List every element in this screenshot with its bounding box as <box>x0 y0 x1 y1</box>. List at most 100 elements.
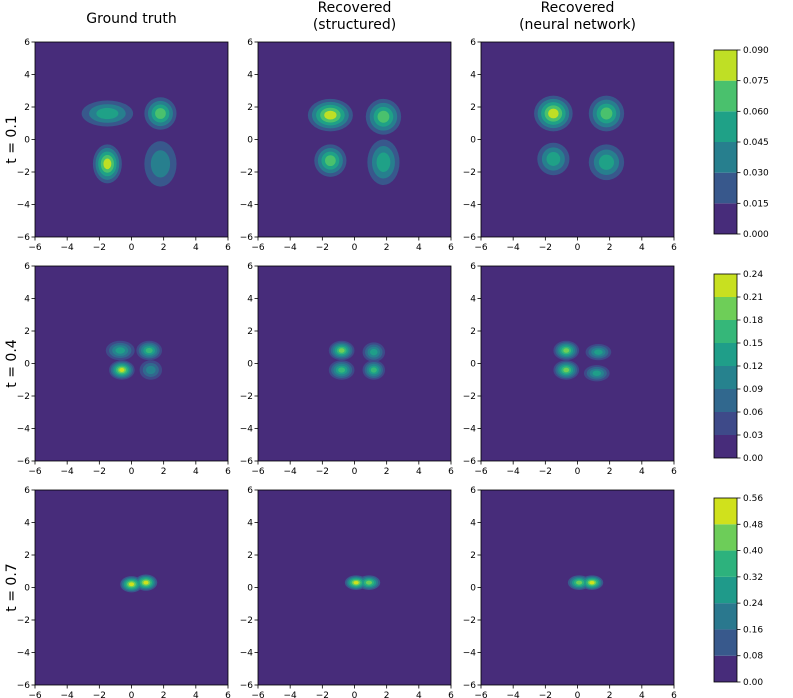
density-contour <box>370 348 378 356</box>
x-tick-label: 6 <box>671 243 677 253</box>
x-tick-label: 6 <box>448 243 454 253</box>
x-tick-label: 6 <box>671 467 677 477</box>
x-tick-label: −6 <box>251 691 265 698</box>
x-tick-label: −4 <box>61 691 75 698</box>
x-tick-label: −4 <box>507 691 521 698</box>
y-tick-label: 6 <box>247 38 253 48</box>
colorbar-band <box>714 111 737 142</box>
x-tick-label: 2 <box>161 467 167 477</box>
column-title: Ground truth <box>86 11 176 27</box>
y-tick-label: −2 <box>17 392 30 402</box>
column-title: (structured) <box>313 17 396 33</box>
x-tick-label: −4 <box>61 467 75 477</box>
x-tick-label: −6 <box>28 243 42 253</box>
y-tick-label: 0 <box>470 360 476 370</box>
x-tick-label: 4 <box>416 467 422 477</box>
y-tick-label: −4 <box>17 201 31 211</box>
y-tick-label: −4 <box>240 425 254 435</box>
row-label: t = 0.4 <box>4 339 20 387</box>
y-tick-label: 0 <box>247 584 253 594</box>
density-contour <box>353 580 359 585</box>
density-contour <box>324 110 337 120</box>
y-tick-label: −2 <box>463 616 476 626</box>
y-tick-label: 4 <box>247 71 253 81</box>
x-tick-label: 4 <box>193 243 199 253</box>
y-tick-label: 2 <box>247 103 253 113</box>
colorbar-band <box>714 172 737 204</box>
x-tick-label: −6 <box>28 691 42 698</box>
x-tick-label: −6 <box>474 243 488 253</box>
x-tick-label: −2 <box>539 691 552 698</box>
y-tick-label: −4 <box>17 425 31 435</box>
y-tick-label: 4 <box>24 71 30 81</box>
x-tick-label: 6 <box>448 691 454 698</box>
density-contour <box>365 580 373 585</box>
colorbar-band <box>714 80 737 112</box>
x-tick-label: 6 <box>225 243 231 253</box>
colorbar-tick-label: 0.090 <box>743 46 769 56</box>
colorbar-band <box>714 550 737 577</box>
x-tick-label: −4 <box>284 467 298 477</box>
x-tick-label: 0 <box>352 243 358 253</box>
panel-background <box>35 42 228 237</box>
colorbar-band <box>714 297 737 320</box>
density-contour <box>589 580 595 585</box>
colorbar-band <box>714 603 737 630</box>
density-contour <box>370 367 377 373</box>
density-contour <box>592 370 602 376</box>
colorbar-tick-label: 0.09 <box>743 385 763 395</box>
y-tick-label: 4 <box>470 295 476 305</box>
density-contour <box>377 110 390 123</box>
x-tick-label: −4 <box>507 243 521 253</box>
colorbar-band <box>714 320 737 343</box>
x-tick-label: 6 <box>671 691 677 698</box>
density-contour <box>563 367 570 373</box>
x-tick-label: 0 <box>575 691 581 698</box>
y-tick-label: 6 <box>24 486 30 496</box>
colorbar-band <box>714 366 737 389</box>
x-tick-label: 4 <box>193 467 199 477</box>
x-tick-label: −2 <box>539 467 552 477</box>
y-tick-label: 4 <box>247 295 253 305</box>
density-contour <box>96 107 119 120</box>
colorbar-band <box>714 412 737 435</box>
colorbar-tick-label: 0.12 <box>743 362 763 372</box>
y-tick-label: 2 <box>24 103 30 113</box>
colorbar-tick-label: 0.32 <box>743 573 763 583</box>
x-tick-label: 4 <box>639 467 645 477</box>
x-tick-label: 2 <box>384 691 390 698</box>
x-tick-label: 0 <box>575 243 581 253</box>
panel-background <box>35 266 228 461</box>
x-tick-label: 4 <box>193 691 199 698</box>
panel-background <box>258 42 451 237</box>
y-tick-label: −6 <box>17 681 31 691</box>
colorbar-band <box>714 142 737 173</box>
density-contour <box>563 348 570 353</box>
y-tick-label: 0 <box>24 136 30 146</box>
x-tick-label: −4 <box>284 243 298 253</box>
colorbar-band <box>714 655 737 682</box>
y-tick-label: −4 <box>240 649 254 659</box>
density-contour <box>600 107 613 120</box>
colorbar-tick-label: 0.15 <box>743 339 763 349</box>
density-contour <box>594 349 603 355</box>
y-tick-label: −4 <box>463 201 477 211</box>
x-tick-label: 2 <box>384 467 390 477</box>
colorbar-tick-label: 0.045 <box>743 138 769 148</box>
x-tick-label: 0 <box>575 467 581 477</box>
colorbar-tick-label: 0.00 <box>743 678 763 688</box>
x-tick-label: 0 <box>129 691 135 698</box>
density-contour <box>145 347 153 354</box>
density-contour <box>143 580 149 585</box>
density-contour <box>119 368 125 372</box>
x-tick-label: −2 <box>316 691 329 698</box>
colorbar-tick-label: 0.060 <box>743 107 769 117</box>
y-tick-label: 6 <box>247 486 253 496</box>
x-tick-label: 2 <box>607 691 613 698</box>
y-tick-label: 0 <box>470 584 476 594</box>
y-tick-label: −2 <box>240 168 253 178</box>
y-tick-label: 6 <box>470 486 476 496</box>
y-tick-label: 4 <box>24 519 30 529</box>
colorbar-tick-label: 0.48 <box>743 520 763 530</box>
column-title: (neural network) <box>519 17 636 33</box>
